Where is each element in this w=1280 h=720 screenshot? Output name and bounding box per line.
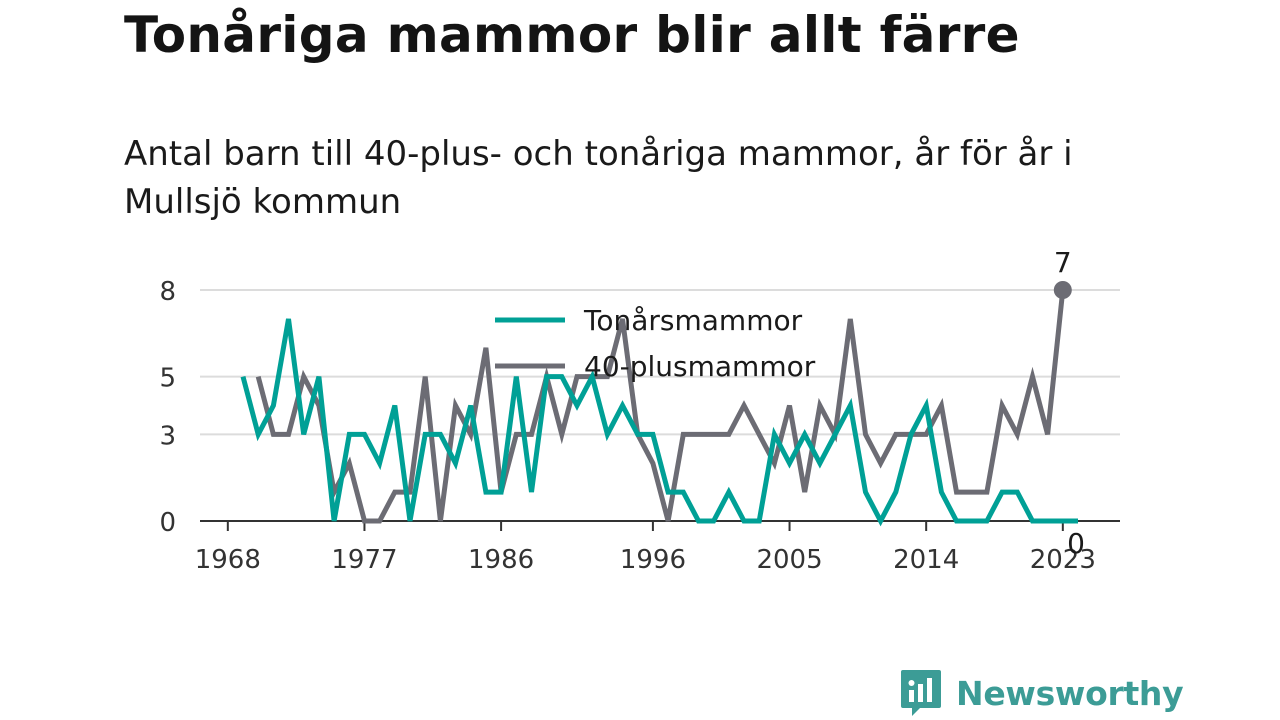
x-tick-label-2023: 2023	[1030, 545, 1096, 575]
y-tick-label-5: 5	[159, 364, 176, 394]
y-tick-label-0: 0	[159, 508, 176, 538]
x-tick-label-2005: 2005	[756, 545, 822, 575]
brand-name: Newsworthy	[956, 673, 1184, 713]
series-lines	[240, 289, 1078, 527]
chart-subtitle: Antal barn till 40-plus- och tonåriga ma…	[124, 134, 1073, 222]
legend-label-tonarsmammor: Tonårsmammor	[583, 304, 803, 337]
series-line-tonarsmammor	[240, 318, 1078, 527]
x-tick-label-2014: 2014	[893, 545, 959, 575]
end-marker-40-plusmammor	[1053, 281, 1072, 299]
brand-logo: Newsworthy	[900, 668, 1184, 718]
legend: Tonårsmammor 40-plusmammor	[495, 304, 816, 383]
end-markers: 70	[1053, 246, 1085, 560]
x-tick-label-1996: 1996	[620, 545, 686, 575]
newsworthy-logo-icon	[901, 670, 941, 716]
x-tick-label-1977: 1977	[331, 545, 397, 575]
y-tick-label-8: 8	[159, 277, 176, 307]
end-label-40-plusmammor: 7	[1054, 246, 1072, 279]
x-tick-label-1968: 1968	[195, 545, 261, 575]
end-label-tonarsmammor: 0	[1067, 527, 1085, 560]
x-axis: 1968 1977 1986 1996 2005 2014 2023	[195, 520, 1120, 575]
y-tick-label-3: 3	[159, 421, 176, 451]
y-axis-ticks: 0 3 5 8	[159, 277, 176, 538]
x-tick-label-1986: 1986	[468, 545, 534, 575]
legend-label-40-plusmammor: 40-plusmammor	[584, 350, 816, 383]
chart-title: Tonåriga mammor blir allt färre	[124, 6, 1020, 64]
